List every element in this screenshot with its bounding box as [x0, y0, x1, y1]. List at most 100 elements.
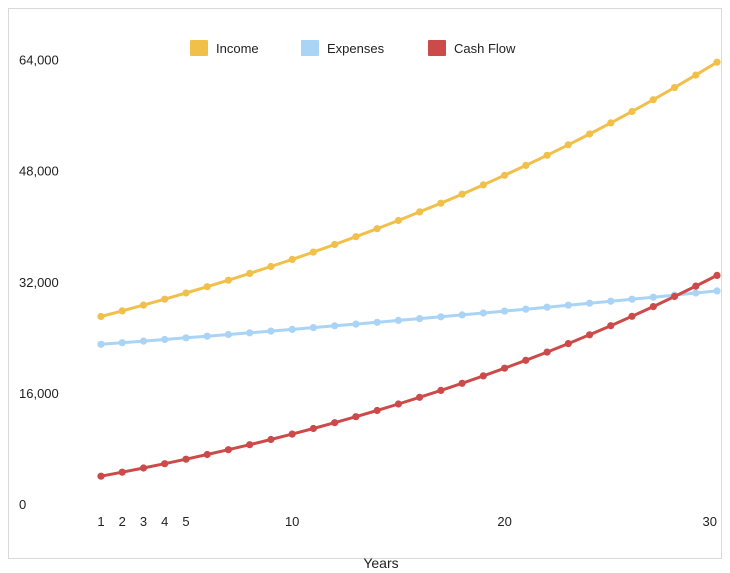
data-point-cash-flow[interactable]	[458, 379, 466, 387]
data-point-expenses[interactable]	[288, 325, 296, 333]
data-point-cash-flow[interactable]	[267, 435, 275, 444]
data-point-cash-flow[interactable]	[97, 472, 105, 480]
data-point-expenses[interactable]	[118, 339, 126, 347]
data-point-cash-flow[interactable]	[246, 441, 254, 449]
data-point-cash-flow[interactable]	[586, 331, 594, 339]
data-point-income[interactable]	[118, 307, 126, 315]
data-point-cash-flow[interactable]	[394, 400, 402, 408]
data-point-income[interactable]	[267, 262, 275, 271]
data-point-expenses[interactable]	[394, 316, 402, 324]
data-point-expenses[interactable]	[331, 322, 339, 330]
data-point-cash-flow[interactable]	[224, 446, 232, 454]
data-point-cash-flow[interactable]	[139, 464, 148, 472]
data-point-income[interactable]	[182, 289, 190, 297]
data-point-income[interactable]	[564, 141, 572, 149]
data-point-income[interactable]	[352, 233, 360, 241]
data-point-income[interactable]	[501, 171, 509, 179]
data-point-expenses[interactable]	[373, 318, 381, 326]
legend-label-income: Income	[216, 41, 259, 56]
series-line-expenses	[100, 289, 718, 346]
data-point-expenses[interactable]	[628, 295, 636, 303]
data-point-cash-flow[interactable]	[479, 372, 487, 380]
data-point-cash-flow[interactable]	[501, 364, 509, 372]
data-point-cash-flow[interactable]	[309, 424, 317, 433]
data-point-expenses[interactable]	[586, 299, 594, 307]
data-point-expenses[interactable]	[437, 313, 445, 321]
data-point-income[interactable]	[437, 199, 445, 207]
data-point-income[interactable]	[416, 208, 424, 216]
data-point-expenses[interactable]	[309, 324, 317, 332]
data-point-cash-flow[interactable]	[713, 271, 721, 279]
data-point-cash-flow[interactable]	[437, 386, 445, 394]
data-point-income[interactable]	[309, 248, 317, 256]
legend-swatch-expenses	[301, 40, 319, 56]
data-point-cash-flow[interactable]	[692, 282, 700, 290]
x-tick-label: 5	[182, 514, 189, 529]
data-point-expenses[interactable]	[479, 309, 487, 317]
data-point-cash-flow[interactable]	[649, 303, 657, 311]
data-point-cash-flow[interactable]	[373, 406, 381, 415]
data-point-income[interactable]	[713, 58, 721, 66]
data-point-cash-flow[interactable]	[288, 430, 296, 438]
data-point-expenses[interactable]	[352, 320, 360, 328]
series-lines	[97, 58, 721, 480]
data-point-expenses[interactable]	[161, 335, 169, 344]
line-chart: Income Expenses Cash Flow 0 16,000 32,000 4…	[19, 40, 721, 529]
data-point-cash-flow[interactable]	[203, 450, 211, 459]
data-point-income[interactable]	[458, 190, 466, 198]
data-point-income[interactable]	[97, 312, 105, 321]
data-point-expenses[interactable]	[139, 337, 148, 345]
data-point-income[interactable]	[288, 255, 296, 263]
data-point-expenses[interactable]	[267, 327, 275, 335]
data-point-income[interactable]	[246, 269, 254, 277]
data-point-cash-flow[interactable]	[161, 460, 169, 468]
data-point-expenses[interactable]	[182, 334, 190, 342]
data-point-cash-flow[interactable]	[670, 292, 679, 301]
data-point-cash-flow[interactable]	[564, 340, 572, 348]
data-point-income[interactable]	[543, 151, 551, 159]
data-point-expenses[interactable]	[224, 330, 232, 339]
data-point-expenses[interactable]	[649, 293, 657, 301]
data-point-cash-flow[interactable]	[628, 312, 636, 320]
data-point-income[interactable]	[607, 119, 615, 127]
data-point-income[interactable]	[670, 84, 679, 92]
data-point-expenses[interactable]	[607, 297, 615, 305]
data-point-income[interactable]	[628, 107, 636, 116]
series-line-income	[100, 60, 718, 318]
data-point-cash-flow[interactable]	[118, 468, 126, 476]
data-point-income[interactable]	[586, 130, 594, 138]
data-point-expenses[interactable]	[458, 311, 466, 319]
data-point-income[interactable]	[139, 301, 148, 309]
data-point-cash-flow[interactable]	[331, 419, 339, 427]
data-point-cash-flow[interactable]	[352, 413, 360, 421]
data-point-income[interactable]	[373, 225, 381, 233]
data-point-cash-flow[interactable]	[543, 348, 551, 356]
data-point-income[interactable]	[331, 240, 339, 249]
legend-label-expenses: Expenses	[327, 41, 385, 56]
data-point-expenses[interactable]	[543, 303, 551, 311]
data-point-cash-flow[interactable]	[182, 455, 190, 463]
x-tick-label: 4	[161, 514, 168, 529]
data-point-income[interactable]	[203, 283, 211, 291]
data-point-income[interactable]	[161, 295, 169, 303]
data-point-income[interactable]	[692, 71, 700, 79]
data-point-expenses[interactable]	[97, 340, 105, 348]
data-point-cash-flow[interactable]	[416, 393, 424, 401]
data-point-expenses[interactable]	[564, 301, 572, 309]
data-point-expenses[interactable]	[692, 289, 700, 297]
data-point-expenses[interactable]	[522, 305, 530, 313]
data-point-expenses[interactable]	[416, 315, 424, 323]
data-point-expenses[interactable]	[246, 329, 254, 337]
data-point-cash-flow[interactable]	[607, 322, 615, 330]
data-point-expenses[interactable]	[713, 287, 721, 295]
data-point-income[interactable]	[224, 276, 232, 284]
data-point-cash-flow[interactable]	[522, 356, 530, 364]
data-point-expenses[interactable]	[203, 332, 211, 340]
data-point-income[interactable]	[394, 216, 402, 225]
data-point-income[interactable]	[479, 181, 487, 189]
data-point-income[interactable]	[522, 161, 530, 169]
x-tick-label: 30	[703, 514, 717, 529]
y-tick-label: 64,000	[19, 53, 59, 68]
data-point-income[interactable]	[649, 96, 657, 104]
data-point-expenses[interactable]	[501, 307, 509, 315]
